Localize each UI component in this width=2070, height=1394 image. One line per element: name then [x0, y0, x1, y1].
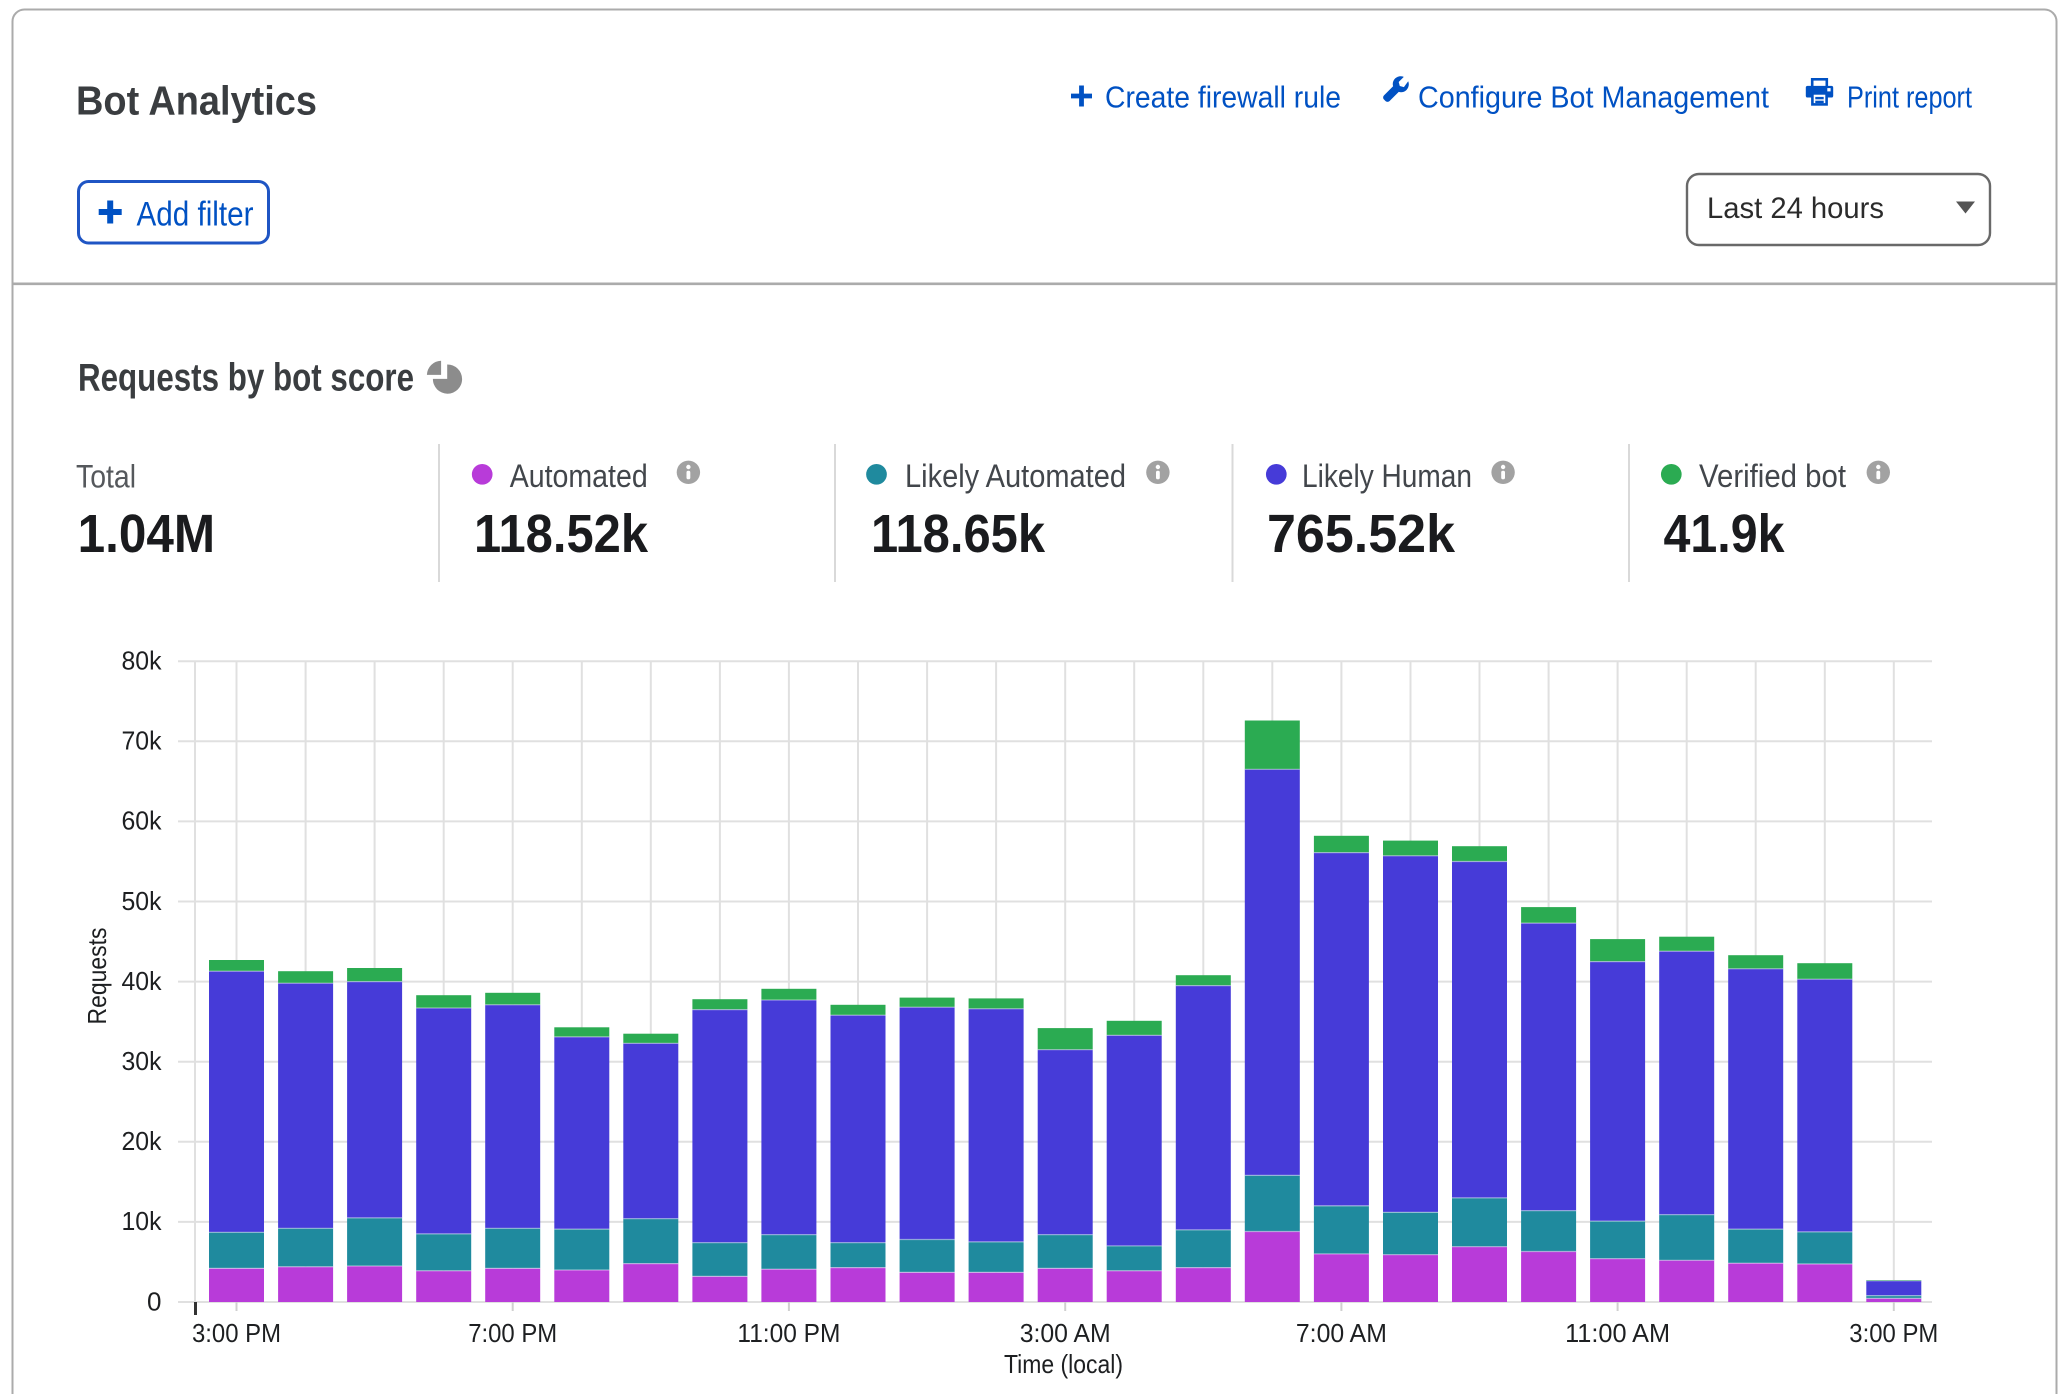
- svg-text:Last 24 hours: Last 24 hours: [1707, 192, 1884, 225]
- svg-text:118.65k: 118.65k: [871, 504, 1046, 564]
- svg-text:0: 0: [147, 1286, 161, 1316]
- svg-text:60k: 60k: [122, 806, 163, 836]
- svg-text:765.52k: 765.52k: [1267, 504, 1456, 564]
- svg-text:30k: 30k: [122, 1046, 163, 1076]
- svg-text:1.04M: 1.04M: [78, 504, 216, 564]
- svg-text:7:00 AM: 7:00 AM: [1296, 1318, 1387, 1348]
- svg-text:3:00 PM: 3:00 PM: [1849, 1318, 1938, 1348]
- svg-text:Add filter: Add filter: [137, 196, 254, 234]
- svg-text:Configure Bot Management: Configure Bot Management: [1418, 80, 1769, 115]
- svg-text:Total: Total: [76, 458, 136, 494]
- svg-text:80k: 80k: [122, 646, 163, 676]
- svg-text:40k: 40k: [122, 966, 163, 996]
- svg-text:70k: 70k: [122, 726, 163, 756]
- svg-text:Requests by bot score: Requests by bot score: [78, 357, 414, 400]
- svg-text:118.52k: 118.52k: [474, 504, 649, 564]
- svg-text:Print report: Print report: [1847, 80, 1972, 115]
- svg-text:Time (local): Time (local): [1004, 1349, 1123, 1379]
- svg-text:11:00 AM: 11:00 AM: [1565, 1318, 1670, 1348]
- svg-text:20k: 20k: [122, 1126, 163, 1156]
- svg-text:Requests: Requests: [82, 928, 112, 1025]
- svg-text:3:00 AM: 3:00 AM: [1020, 1318, 1111, 1348]
- svg-text:Automated: Automated: [510, 458, 648, 494]
- svg-text:Bot Analytics: Bot Analytics: [76, 78, 317, 124]
- svg-text:50k: 50k: [122, 886, 163, 916]
- svg-text:11:00 PM: 11:00 PM: [737, 1318, 840, 1348]
- svg-text:41.9k: 41.9k: [1664, 504, 1786, 564]
- svg-text:7:00 PM: 7:00 PM: [468, 1318, 557, 1348]
- svg-text:Likely Automated: Likely Automated: [905, 458, 1126, 494]
- svg-text:10k: 10k: [122, 1206, 163, 1236]
- svg-text:Verified bot: Verified bot: [1699, 458, 1846, 494]
- svg-text:3:00 PM: 3:00 PM: [192, 1318, 281, 1348]
- svg-text:Create firewall rule: Create firewall rule: [1105, 80, 1341, 115]
- svg-text:Likely Human: Likely Human: [1302, 458, 1472, 494]
